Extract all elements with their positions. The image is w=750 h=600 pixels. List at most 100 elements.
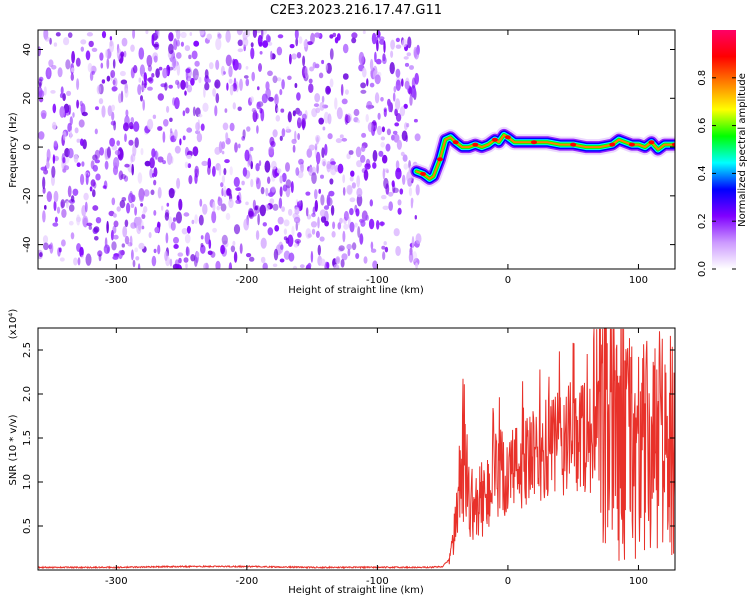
noise-speckle [385, 143, 391, 152]
noise-speckle [228, 198, 234, 209]
noise-speckle [285, 179, 292, 189]
noise-speckle [153, 167, 158, 178]
noise-speckle [113, 120, 116, 131]
noise-speckle [236, 30, 243, 36]
noise-speckle [411, 77, 416, 89]
noise-speckle [256, 101, 261, 110]
noise-speckle [351, 242, 357, 251]
noise-speckle [224, 159, 230, 164]
noise-speckle [235, 187, 242, 192]
noise-speckle [276, 168, 282, 174]
noise-speckle [376, 39, 379, 52]
noise-speckle [183, 257, 189, 263]
noise-speckle [207, 79, 211, 83]
y-tick-label: 0 [22, 144, 33, 150]
noise-speckle [221, 150, 225, 155]
noise-speckle [134, 206, 138, 216]
noise-speckle [331, 231, 336, 238]
noise-speckle [294, 130, 297, 142]
noise-speckle [381, 194, 387, 200]
noise-speckle [326, 194, 331, 207]
noise-speckle [58, 247, 62, 253]
noise-speckle [128, 139, 134, 146]
colorbar-label: Normalized spectral amplitude [737, 73, 748, 227]
noise-speckle [45, 161, 50, 169]
noise-speckle [289, 53, 292, 65]
noise-speckle [111, 104, 115, 112]
noise-speckle [288, 252, 295, 262]
noise-speckle [211, 210, 217, 224]
noise-speckle [267, 176, 271, 184]
noise-speckle [256, 125, 259, 134]
noise-speckle [143, 72, 147, 83]
noise-speckle [272, 129, 278, 138]
noise-speckle [237, 62, 242, 70]
noise-speckle [301, 113, 307, 121]
noise-speckle [234, 142, 238, 153]
noise-speckle [249, 146, 254, 152]
noise-speckle [49, 37, 52, 45]
noise-speckle [53, 42, 58, 47]
noise-speckle [215, 59, 220, 70]
noise-speckle [112, 59, 116, 69]
noise-speckle [366, 78, 369, 87]
snr-y-multiplier: (x10⁴) [8, 309, 19, 340]
noise-speckle [300, 163, 304, 169]
noise-speckle [281, 128, 286, 138]
noise-speckle [116, 206, 121, 212]
noise-speckle [168, 32, 174, 42]
colorbar-gradient [712, 30, 736, 269]
noise-speckle [329, 34, 334, 39]
noise-speckle [291, 225, 295, 237]
noise-speckle [376, 220, 380, 230]
noise-speckle [187, 163, 192, 169]
noise-speckle [73, 153, 79, 163]
noise-speckle [380, 97, 384, 102]
noise-speckle [220, 182, 224, 188]
noise-speckle [173, 244, 179, 249]
noise-speckle [51, 121, 57, 130]
noise-speckle [118, 170, 124, 181]
noise-speckle [341, 253, 348, 261]
noise-speckle [321, 95, 325, 103]
noise-speckle [200, 123, 205, 131]
noise-speckle [342, 73, 349, 80]
noise-speckle [122, 226, 128, 238]
snr-series-line [38, 328, 675, 570]
noise-speckle [185, 246, 190, 257]
noise-speckle [96, 85, 102, 95]
noise-speckle [314, 143, 318, 151]
noise-speckle [172, 217, 177, 222]
noise-speckle [90, 179, 96, 187]
noise-speckle [260, 237, 267, 249]
noise-speckle [245, 78, 250, 87]
noise-speckle [267, 227, 274, 236]
noise-speckle [222, 122, 229, 131]
noise-speckle [246, 126, 251, 132]
noise-speckle [337, 163, 344, 174]
noise-speckle [168, 216, 173, 229]
noise-speckle [60, 86, 64, 95]
noise-speckle [179, 138, 182, 146]
noise-speckle [200, 243, 204, 248]
noise-speckle [343, 223, 349, 230]
noise-speckle [334, 97, 338, 110]
noise-speckle [101, 105, 106, 118]
x-tick-label: -300 [105, 576, 128, 587]
noise-speckle [138, 77, 142, 83]
noise-speckle [236, 195, 240, 201]
noise-speckle [267, 41, 273, 46]
noise-speckle [61, 208, 67, 218]
noise-speckle [394, 108, 398, 117]
noise-speckle [238, 143, 241, 149]
noise-speckle [113, 162, 118, 175]
noise-speckle [70, 195, 75, 203]
noise-speckle [257, 86, 260, 91]
noise-speckle [203, 262, 209, 269]
noise-speckle [113, 220, 119, 228]
noise-speckle [281, 206, 285, 212]
noise-speckle [106, 58, 110, 70]
noise-speckle [132, 30, 136, 39]
noise-speckle [185, 107, 190, 114]
noise-speckle [182, 110, 186, 117]
